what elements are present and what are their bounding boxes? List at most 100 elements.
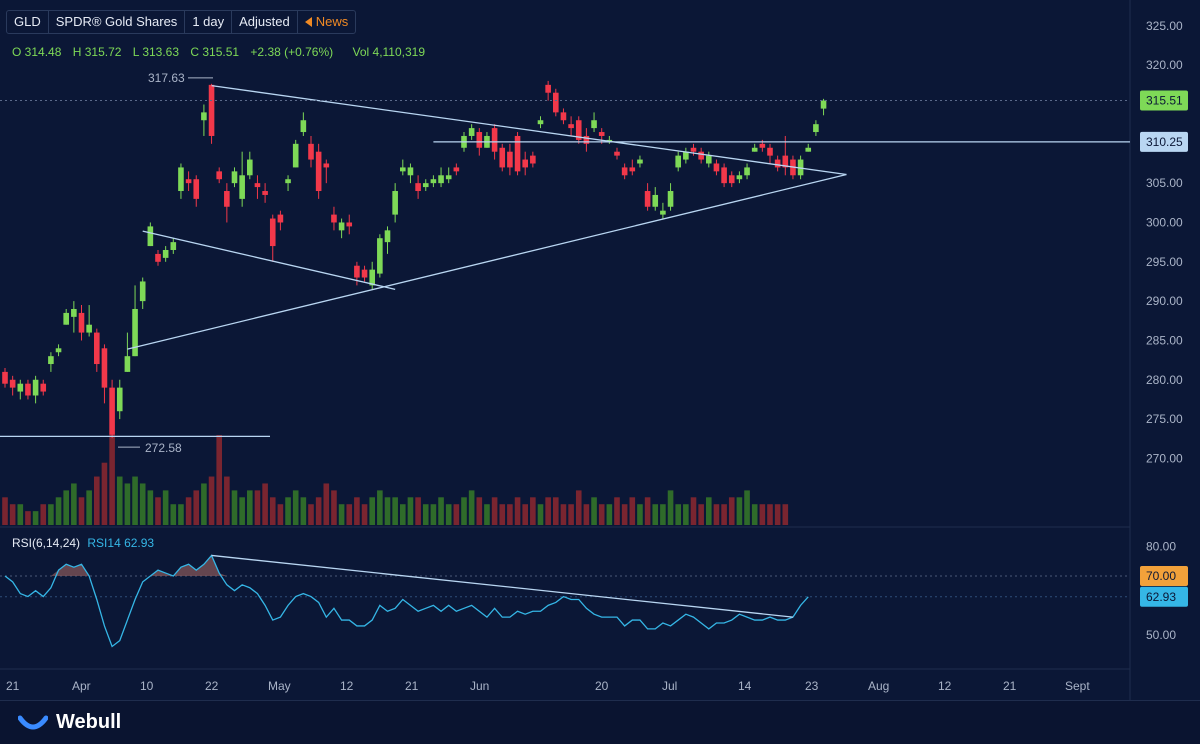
price-tick-label: 270.00: [1146, 451, 1183, 465]
volume-bar: [369, 497, 375, 525]
volume-bar: [361, 504, 368, 525]
candle-body: [728, 175, 735, 184]
volume-bar: [285, 497, 291, 525]
volume-bar: [86, 490, 92, 525]
candle-body: [553, 92, 559, 113]
low-annotation: 272.58: [145, 441, 182, 455]
volume-bar: [621, 504, 628, 525]
candle-body: [354, 265, 360, 278]
candle-body: [101, 348, 108, 388]
volume-bar: [706, 497, 712, 525]
brand-name: Webull: [56, 711, 122, 733]
x-tick-label: 21: [405, 679, 419, 693]
candle-body: [2, 371, 8, 384]
volume-bar: [468, 490, 475, 525]
volume-bar: [308, 504, 314, 525]
candle-body: [491, 128, 498, 152]
ticker-name[interactable]: SPDR® Gold Shares: [49, 11, 186, 33]
candle-body: [277, 214, 284, 223]
candle-body: [86, 324, 92, 333]
candle-body: [422, 183, 429, 188]
volume-bar: [545, 497, 551, 525]
candle-body: [522, 159, 528, 168]
volume-bar: [71, 483, 77, 525]
last-price-tag-bg: [1140, 90, 1188, 111]
candle-body: [706, 155, 712, 164]
adjust-selector[interactable]: Adjusted: [232, 11, 298, 33]
volume-bar: [269, 497, 276, 525]
volume-bar: [139, 483, 146, 525]
candle-body: [331, 214, 337, 223]
price-tick-label: 300.00: [1146, 215, 1183, 229]
candle-body: [782, 155, 789, 168]
candle-body: [285, 179, 291, 184]
volume-bar: [323, 483, 330, 525]
volume-bar: [614, 497, 620, 525]
candle-body: [575, 120, 582, 140]
volume-bar: [384, 497, 391, 525]
ticker-symbol[interactable]: GLD: [7, 11, 49, 33]
volume-bar: [78, 497, 85, 525]
open-value: O 314.48: [12, 45, 62, 59]
price-chart[interactable]: 325.00320.00315.00310.00305.00300.00295.…: [0, 0, 1200, 700]
volume-bar: [392, 497, 398, 525]
candle-body: [721, 167, 727, 184]
rsi-tick-label: 50.00: [1146, 628, 1176, 642]
candle-body: [300, 120, 307, 133]
volume-bar: [537, 504, 544, 525]
volume-bar: [507, 504, 513, 525]
candle-body: [139, 281, 146, 302]
x-tick-label: 12: [938, 679, 952, 693]
volume-bar: [63, 490, 69, 525]
close-value: C 315.51: [190, 45, 240, 59]
speaker-icon: [304, 17, 312, 27]
volume-bar: [25, 511, 31, 525]
candle-body: [231, 171, 238, 184]
x-tick-label: 12: [340, 679, 354, 693]
volume-bar: [300, 497, 307, 525]
volume-bar: [629, 497, 636, 525]
candle-body: [25, 383, 31, 396]
candle-body: [55, 348, 62, 353]
candle-body: [767, 147, 773, 156]
volume-bar: [484, 504, 490, 525]
volume-bar: [338, 504, 345, 525]
footer-bar: Webull: [0, 700, 1200, 744]
volume-bar: [147, 490, 154, 525]
volume-bar: [193, 490, 200, 525]
volume-bar: [55, 497, 62, 525]
volume-bar: [48, 504, 54, 525]
price-tick-label: 295.00: [1146, 255, 1183, 269]
candle-body: [445, 175, 452, 180]
candle-body: [247, 159, 253, 176]
candle-body: [377, 238, 383, 274]
candle-body: [430, 179, 437, 184]
rsi-legend: RSI(6,14,24) RSI14 62.93: [12, 536, 154, 550]
candle-body: [476, 132, 483, 148]
candle-body: [9, 379, 16, 388]
rsi-settings[interactable]: RSI(6,14,24): [12, 536, 81, 550]
volume-bar: [652, 504, 659, 525]
volume-bar: [767, 504, 773, 525]
volume-bar: [522, 504, 528, 525]
volume-bar: [553, 497, 559, 525]
volume-value: Vol 4,110,319: [352, 45, 426, 59]
candle-body: [162, 250, 169, 258]
high-value: H 315.72: [72, 45, 122, 59]
candle-body: [40, 383, 47, 392]
volume-bar: [728, 497, 735, 525]
brand: Webull: [18, 711, 121, 734]
candle-body: [621, 167, 628, 176]
candle-body: [614, 151, 620, 156]
x-tick-label: 21: [6, 679, 20, 693]
candle-body: [369, 269, 375, 286]
news-toggle[interactable]: News: [298, 11, 356, 33]
volume-bar: [17, 504, 24, 525]
candle-body: [514, 135, 521, 172]
interval-selector[interactable]: 1 day: [185, 11, 233, 33]
candle-body: [568, 124, 574, 129]
volume-bar: [315, 497, 322, 525]
candle-body: [17, 383, 24, 392]
rsi14-value: RSI14 62.93: [87, 536, 155, 550]
volume-bar: [239, 497, 245, 525]
